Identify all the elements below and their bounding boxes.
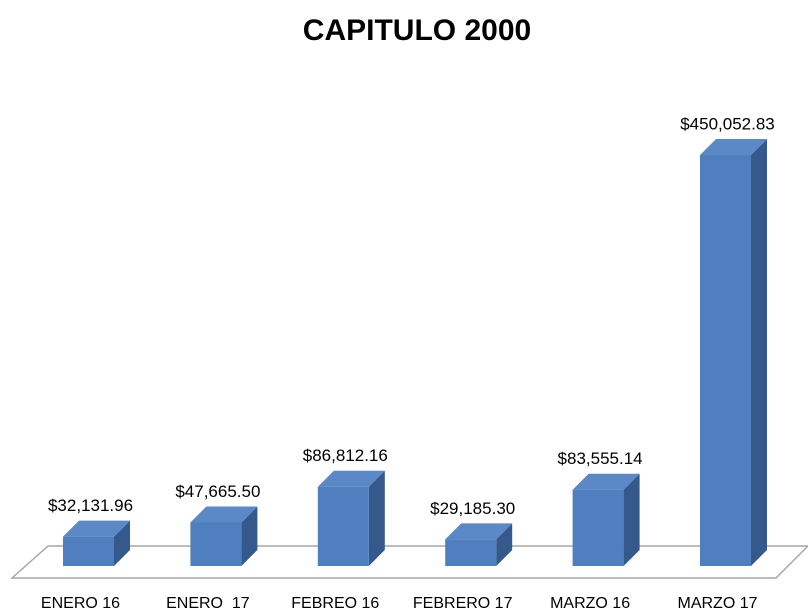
bar-top — [317, 470, 385, 487]
bar-side — [623, 473, 640, 566]
x-tick-label: MARZO 17 — [677, 595, 757, 612]
bar-top — [445, 523, 513, 540]
data-label: $32,131.96 — [48, 496, 133, 515]
floor — [10, 545, 808, 579]
x-tick-label: MARZO 16 — [550, 595, 630, 612]
bar — [445, 539, 497, 566]
data-label: $450,052.83 — [680, 114, 775, 133]
bar — [190, 522, 242, 566]
bar — [572, 489, 624, 566]
x-tick-label: ENERO 16 — [41, 595, 120, 612]
x-tick-label: FEBREO 16 — [291, 595, 379, 612]
data-label: $83,555.14 — [558, 449, 643, 468]
bar-top — [700, 139, 767, 155]
x-tick-label: FEBRERO 17 — [413, 595, 513, 612]
data-label: $47,665.50 — [175, 482, 260, 501]
bar — [63, 536, 114, 566]
data-label: $29,185.30 — [430, 499, 515, 518]
bar-side — [241, 506, 258, 566]
chart-title: CAPITULO 2000 — [303, 14, 531, 47]
bar-top — [190, 506, 258, 523]
bar-top — [63, 520, 130, 537]
bar — [317, 486, 369, 566]
bar-side — [496, 523, 513, 566]
data-label: $86,812.16 — [303, 446, 388, 465]
bar — [700, 155, 751, 566]
bar-side — [751, 139, 767, 566]
bar-side — [368, 470, 385, 566]
x-tick-label: ENERO 17 — [166, 595, 250, 612]
bar-top — [572, 473, 640, 490]
bar-side — [114, 520, 130, 566]
